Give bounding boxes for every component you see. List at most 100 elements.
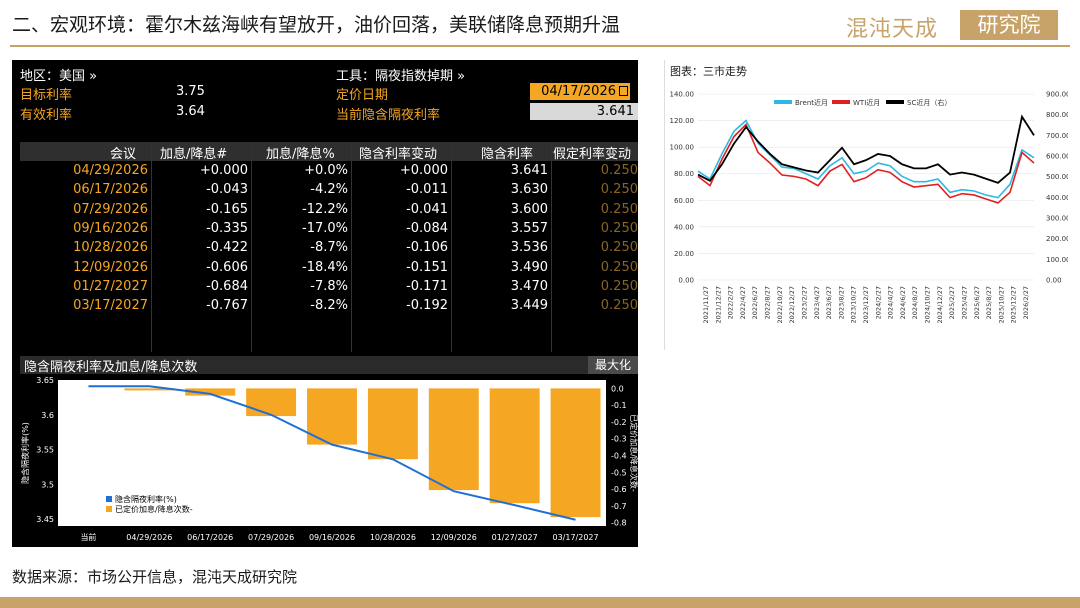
cell-assumed: 0.250 — [600, 182, 638, 198]
oil-legend-label: SC近月（右） — [907, 98, 951, 107]
oil-y-tick: 120.00 — [670, 117, 695, 125]
table-row: 03/17/2027 -0.767 -8.2% -0.192 3.449 0.250 — [20, 297, 638, 316]
cell-pct: -18.4% — [302, 259, 348, 275]
cell-hikes: -0.165 — [206, 201, 248, 217]
chart-title-bar: 隐含隔夜利率及加息/降息次数 最大化 — [20, 356, 638, 375]
footer-bar — [0, 597, 1080, 608]
x-tick-label: 03/17/2027 — [553, 533, 599, 542]
bloomberg-wirp-panel: 地区：美国 » 目标利率 3.75 有效利率 3.64 工具：隔夜指数掉期 » … — [12, 60, 638, 547]
cell-pct: -12.2% — [302, 201, 348, 217]
oil-x-tick: 2024/8/27 — [911, 286, 919, 319]
oil-y-tick: 40.00 — [674, 223, 694, 231]
oil-x-tick: 2021/12/27 — [714, 286, 722, 323]
oil-legend-label: Brent近月 — [795, 98, 828, 107]
effective-rate-value: 3.64 — [176, 104, 205, 119]
table-row: 01/27/2027 -0.684 -7.8% -0.171 3.470 0.250 — [20, 278, 638, 297]
bar-07/29/2026 — [246, 388, 297, 417]
pricing-date-label: 定价日期 — [336, 88, 389, 103]
cell-assumed: 0.250 — [600, 278, 638, 294]
oil-x-tick: 2024/12/27 — [936, 286, 944, 323]
cell-pct: -8.7% — [310, 240, 348, 256]
y-axis-title: 隐含隔夜利率(%) — [20, 422, 30, 484]
tool-selector[interactable]: 工具：隔夜指数掉期 » — [336, 69, 466, 84]
oil-x-tick: 2023/6/27 — [825, 286, 833, 319]
cell-chg: -0.084 — [406, 220, 448, 236]
cell-hikes: +0.000 — [199, 163, 248, 178]
cell-rate: 3.536 — [510, 240, 548, 256]
oil-x-tick: 2025/6/27 — [973, 286, 981, 319]
oil-y-tick: 60.00 — [674, 197, 694, 205]
cell-meeting: 12/09/2026 — [73, 259, 148, 275]
cell-assumed: 0.250 — [600, 298, 638, 314]
oil-chart-legend: Brent近月 WTI近月 SC近月（右） — [774, 98, 951, 107]
oil-y2-tick: 100.00 — [1046, 256, 1068, 264]
cell-assumed: 0.250 — [600, 220, 638, 236]
oil-x-tick: 2025/12/27 — [1010, 286, 1018, 323]
oil-y-tick: 0.00 — [678, 277, 694, 285]
oil-y-tick: 100.00 — [670, 144, 695, 152]
cell-meeting: 10/28/2026 — [73, 240, 148, 256]
cell-hikes: -0.043 — [206, 182, 248, 198]
oil-x-tick: 2023/12/27 — [862, 286, 870, 323]
region-selector[interactable]: 地区：美国 » — [20, 69, 98, 84]
data-source-note: 数据来源：市场公开信息，混沌天成研究院 — [12, 568, 298, 586]
x-tick-label: 12/09/2026 — [431, 533, 477, 542]
cell-pct: -7.8% — [310, 278, 348, 294]
calendar-icon[interactable] — [619, 86, 628, 96]
oil-x-tick: 2022/4/27 — [739, 286, 747, 319]
y2-tick-label: -0.5 — [611, 468, 627, 477]
rate-chart-legend: 隐含隔夜利率(%)已定价加息/降息次数- — [106, 494, 193, 514]
x-tick-label: 06/17/2026 — [187, 533, 233, 542]
oil-x-tick: 2021/11/27 — [702, 286, 710, 323]
slide-title: 二、宏观环境：霍尔木兹海峡有望放开，油价回落，美联储降息预期升温 — [12, 14, 621, 36]
target-rate-value: 3.75 — [176, 84, 205, 99]
bar-12/09/2026 — [428, 388, 479, 491]
oil-y2-tick: 300.00 — [1046, 215, 1068, 223]
column-separator — [451, 142, 452, 352]
y2-tick-label: -0.4 — [611, 452, 627, 461]
y2-tick-label: -0.8 — [611, 519, 627, 528]
cell-meeting: 07/29/2026 — [73, 201, 148, 217]
oil-x-tick: 2022/8/27 — [764, 286, 772, 319]
target-rate-label: 目标利率 — [20, 88, 73, 103]
bar-09/16/2026 — [307, 388, 357, 445]
cell-assumed: 0.250 — [600, 240, 638, 256]
oil-x-tick: 2024/10/27 — [924, 286, 932, 323]
y-tick-label: 3.45 — [36, 515, 54, 524]
implied-rate-chart: 3.65 3.6 3.55 3.5 3.45 0.0 -0.1 -0.2 -0.3 -0.4 -0.… — [20, 374, 638, 547]
oil-x-tick: 2024/4/27 — [887, 286, 895, 319]
implied-rate-line — [88, 385, 576, 521]
col-implied-rate: 隐含利率 — [481, 147, 534, 162]
oil-x-tick: 2023/4/27 — [813, 286, 821, 319]
cell-chg: -0.041 — [406, 201, 448, 217]
oil-y2-tick: 600.00 — [1046, 153, 1068, 161]
oil-y-tick: 80.00 — [674, 170, 694, 178]
logo-box-text: 研究院 — [960, 10, 1058, 40]
x-tick-label: 当前 — [80, 532, 96, 542]
y2-axis-title: 已定价加息/降息次数- — [629, 414, 638, 492]
company-logo: 混沌天成 研究院 — [846, 10, 1058, 42]
cell-rate: 3.490 — [510, 259, 548, 275]
cell-assumed: 0.250 — [600, 201, 638, 217]
cell-hikes: -0.606 — [206, 259, 248, 275]
oil-x-tick: 2022/10/27 — [776, 286, 784, 323]
maximize-button[interactable]: 最大化 — [588, 356, 638, 374]
cell-rate: 3.470 — [510, 278, 548, 294]
table-header: 会议 加息/降息# 加息/降息% 隐含利率变动 隐含利率 假定利率变动 — [20, 142, 638, 162]
oil-y2-tick: 400.00 — [1046, 194, 1068, 202]
oil-x-tick: 2024/2/27 — [874, 286, 882, 319]
oil-x-tick: 2022/6/27 — [751, 286, 759, 319]
table-row: 12/09/2026 -0.606 -18.4% -0.151 3.490 0.250 — [20, 259, 638, 278]
pricing-date-input[interactable]: 04/17/2026 — [530, 83, 630, 100]
oil-y2-tick: 500.00 — [1046, 173, 1068, 181]
x-tick-label: 09/16/2026 — [309, 533, 355, 542]
bar-10/28/2026 — [367, 388, 418, 460]
effective-rate-label: 有效利率 — [20, 108, 73, 123]
cell-pct: -17.0% — [302, 220, 348, 236]
title-divider — [10, 45, 1070, 47]
rate-chart-title: 隐含隔夜利率及加息/降息次数 — [24, 360, 198, 375]
logo-text: 混沌天成 — [846, 17, 939, 42]
oil-y2-tick: 0.00 — [1046, 277, 1062, 285]
oil-x-tick: 2025/2/27 — [948, 286, 956, 319]
oil-y-tick: 20.00 — [674, 250, 694, 258]
